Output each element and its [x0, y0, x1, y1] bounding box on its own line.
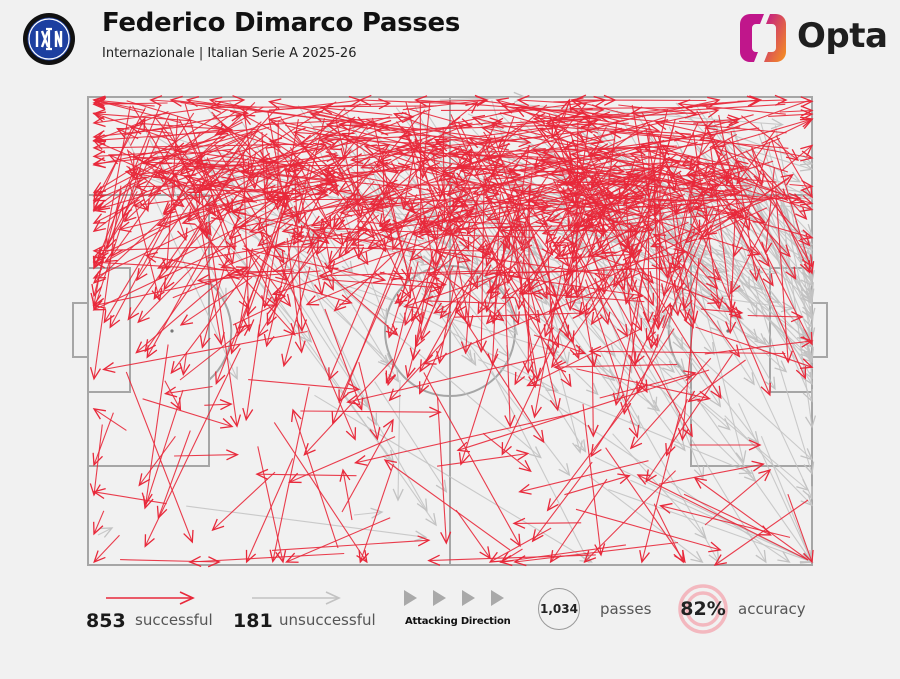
unsuccessful-pass-arrow [589, 476, 702, 562]
legend: 853 successful 181 unsuccessful Attackin… [0, 580, 900, 650]
unsuccessful-arrow-icon [246, 590, 346, 606]
successful-pass-arrow [613, 100, 719, 123]
successful-pass-arrow [533, 462, 593, 541]
successful-pass-arrow [166, 387, 213, 394]
successful-pass-arrow [515, 543, 678, 563]
successful-pass-arrow [94, 413, 113, 465]
unsuccessful-pass-arrow [739, 403, 812, 562]
successful-pass-arrow [689, 360, 746, 401]
successful-label: successful [135, 611, 213, 629]
successful-pass-arrow [158, 431, 190, 518]
successful-pass-arrow [583, 404, 601, 555]
successful-pass-arrow [790, 185, 813, 187]
unsuccessful-pass-arrow [759, 133, 812, 294]
accuracy-label: accuracy [738, 600, 806, 618]
attacking-direction-label: Attacking Direction [405, 616, 511, 627]
successful-pass-arrow [501, 545, 626, 562]
successful-pass-arrow [146, 345, 168, 505]
successful-pass-arrow [94, 425, 102, 495]
successful-pass-arrow [236, 271, 294, 272]
successful-pass-arrow [94, 535, 119, 562]
successful-pass-arrow [360, 464, 393, 562]
unsuccessful-pass-arrow [695, 247, 813, 498]
successful-pass-arrow [195, 144, 269, 163]
successful-pass-arrow [248, 380, 359, 390]
successful-pass-arrow [768, 114, 812, 116]
successful-pass-arrow [342, 420, 393, 512]
successful-pass-arrow [174, 455, 237, 456]
successful-pass-arrow [145, 348, 240, 546]
unsuccessful-pass-arrow [398, 380, 400, 500]
successful-pass-arrow [385, 460, 510, 550]
successful-pass-arrow [422, 301, 506, 304]
successful-pass-arrow [190, 554, 344, 563]
successful-pass-arrow [705, 341, 812, 354]
successful-pass-arrow [284, 267, 310, 366]
successful-pass-arrow [139, 436, 175, 485]
successful-pass-arrow [143, 399, 233, 427]
successful-passes [94, 100, 812, 565]
successful-pass-arrow [94, 409, 126, 431]
unsuccessful-pass-arrow [279, 301, 436, 525]
unsuccessful-count: 181 [233, 610, 273, 632]
successful-pass-arrow [659, 136, 660, 327]
successful-pass-arrow [461, 349, 498, 465]
successful-pass-arrow [450, 105, 539, 124]
unsuccessful-pass-arrow [315, 395, 592, 562]
successful-pass-arrow [145, 390, 183, 508]
successful-pass-arrow [94, 100, 145, 111]
successful-pass-arrow [780, 111, 812, 113]
successful-count: 853 [86, 610, 126, 632]
successful-pass-arrow [94, 511, 104, 534]
left-penalty-spot [170, 329, 173, 332]
successful-pass-arrow [343, 470, 352, 520]
successful-pass-arrow [173, 268, 248, 298]
successful-pass-arrow [514, 523, 581, 524]
total-passes-label: passes [600, 600, 651, 618]
successful-pass-arrow [356, 412, 579, 463]
successful-pass-arrow [551, 479, 607, 562]
successful-pass-arrow [287, 518, 391, 562]
total-passes-badge: 1,034 [538, 588, 580, 630]
successful-pass-arrow [258, 446, 283, 562]
successful-arrow-icon [100, 590, 200, 606]
successful-pass-arrow [495, 274, 643, 296]
successful-pass-arrow [207, 230, 369, 259]
successful-pass-arrow [646, 354, 732, 481]
right-penalty-spot [726, 329, 729, 332]
successful-pass-arrow [180, 325, 250, 380]
unsuccessful-pass-arrow [354, 512, 382, 515]
successful-pass-arrow [502, 313, 568, 454]
successful-pass-arrow [272, 540, 429, 550]
unsuccessful-pass-arrow [608, 490, 812, 563]
successful-pass-arrow [293, 410, 338, 548]
successful-pass-arrow [483, 433, 531, 471]
successful-pass-arrow [548, 385, 643, 510]
successful-pass-arrow [456, 510, 490, 558]
successful-pass-arrow [776, 136, 812, 198]
attacking-direction-icon [402, 588, 512, 610]
accuracy-value: 82% [677, 583, 729, 635]
unsuccessful-label: unsuccessful [279, 611, 376, 629]
successful-pass-arrow [748, 316, 803, 318]
successful-pass-arrow [383, 148, 384, 195]
unsuccessful-pass-arrow [198, 159, 389, 367]
successful-pass-arrow [94, 492, 167, 504]
unsuccessful-pass-arrow [98, 528, 112, 535]
